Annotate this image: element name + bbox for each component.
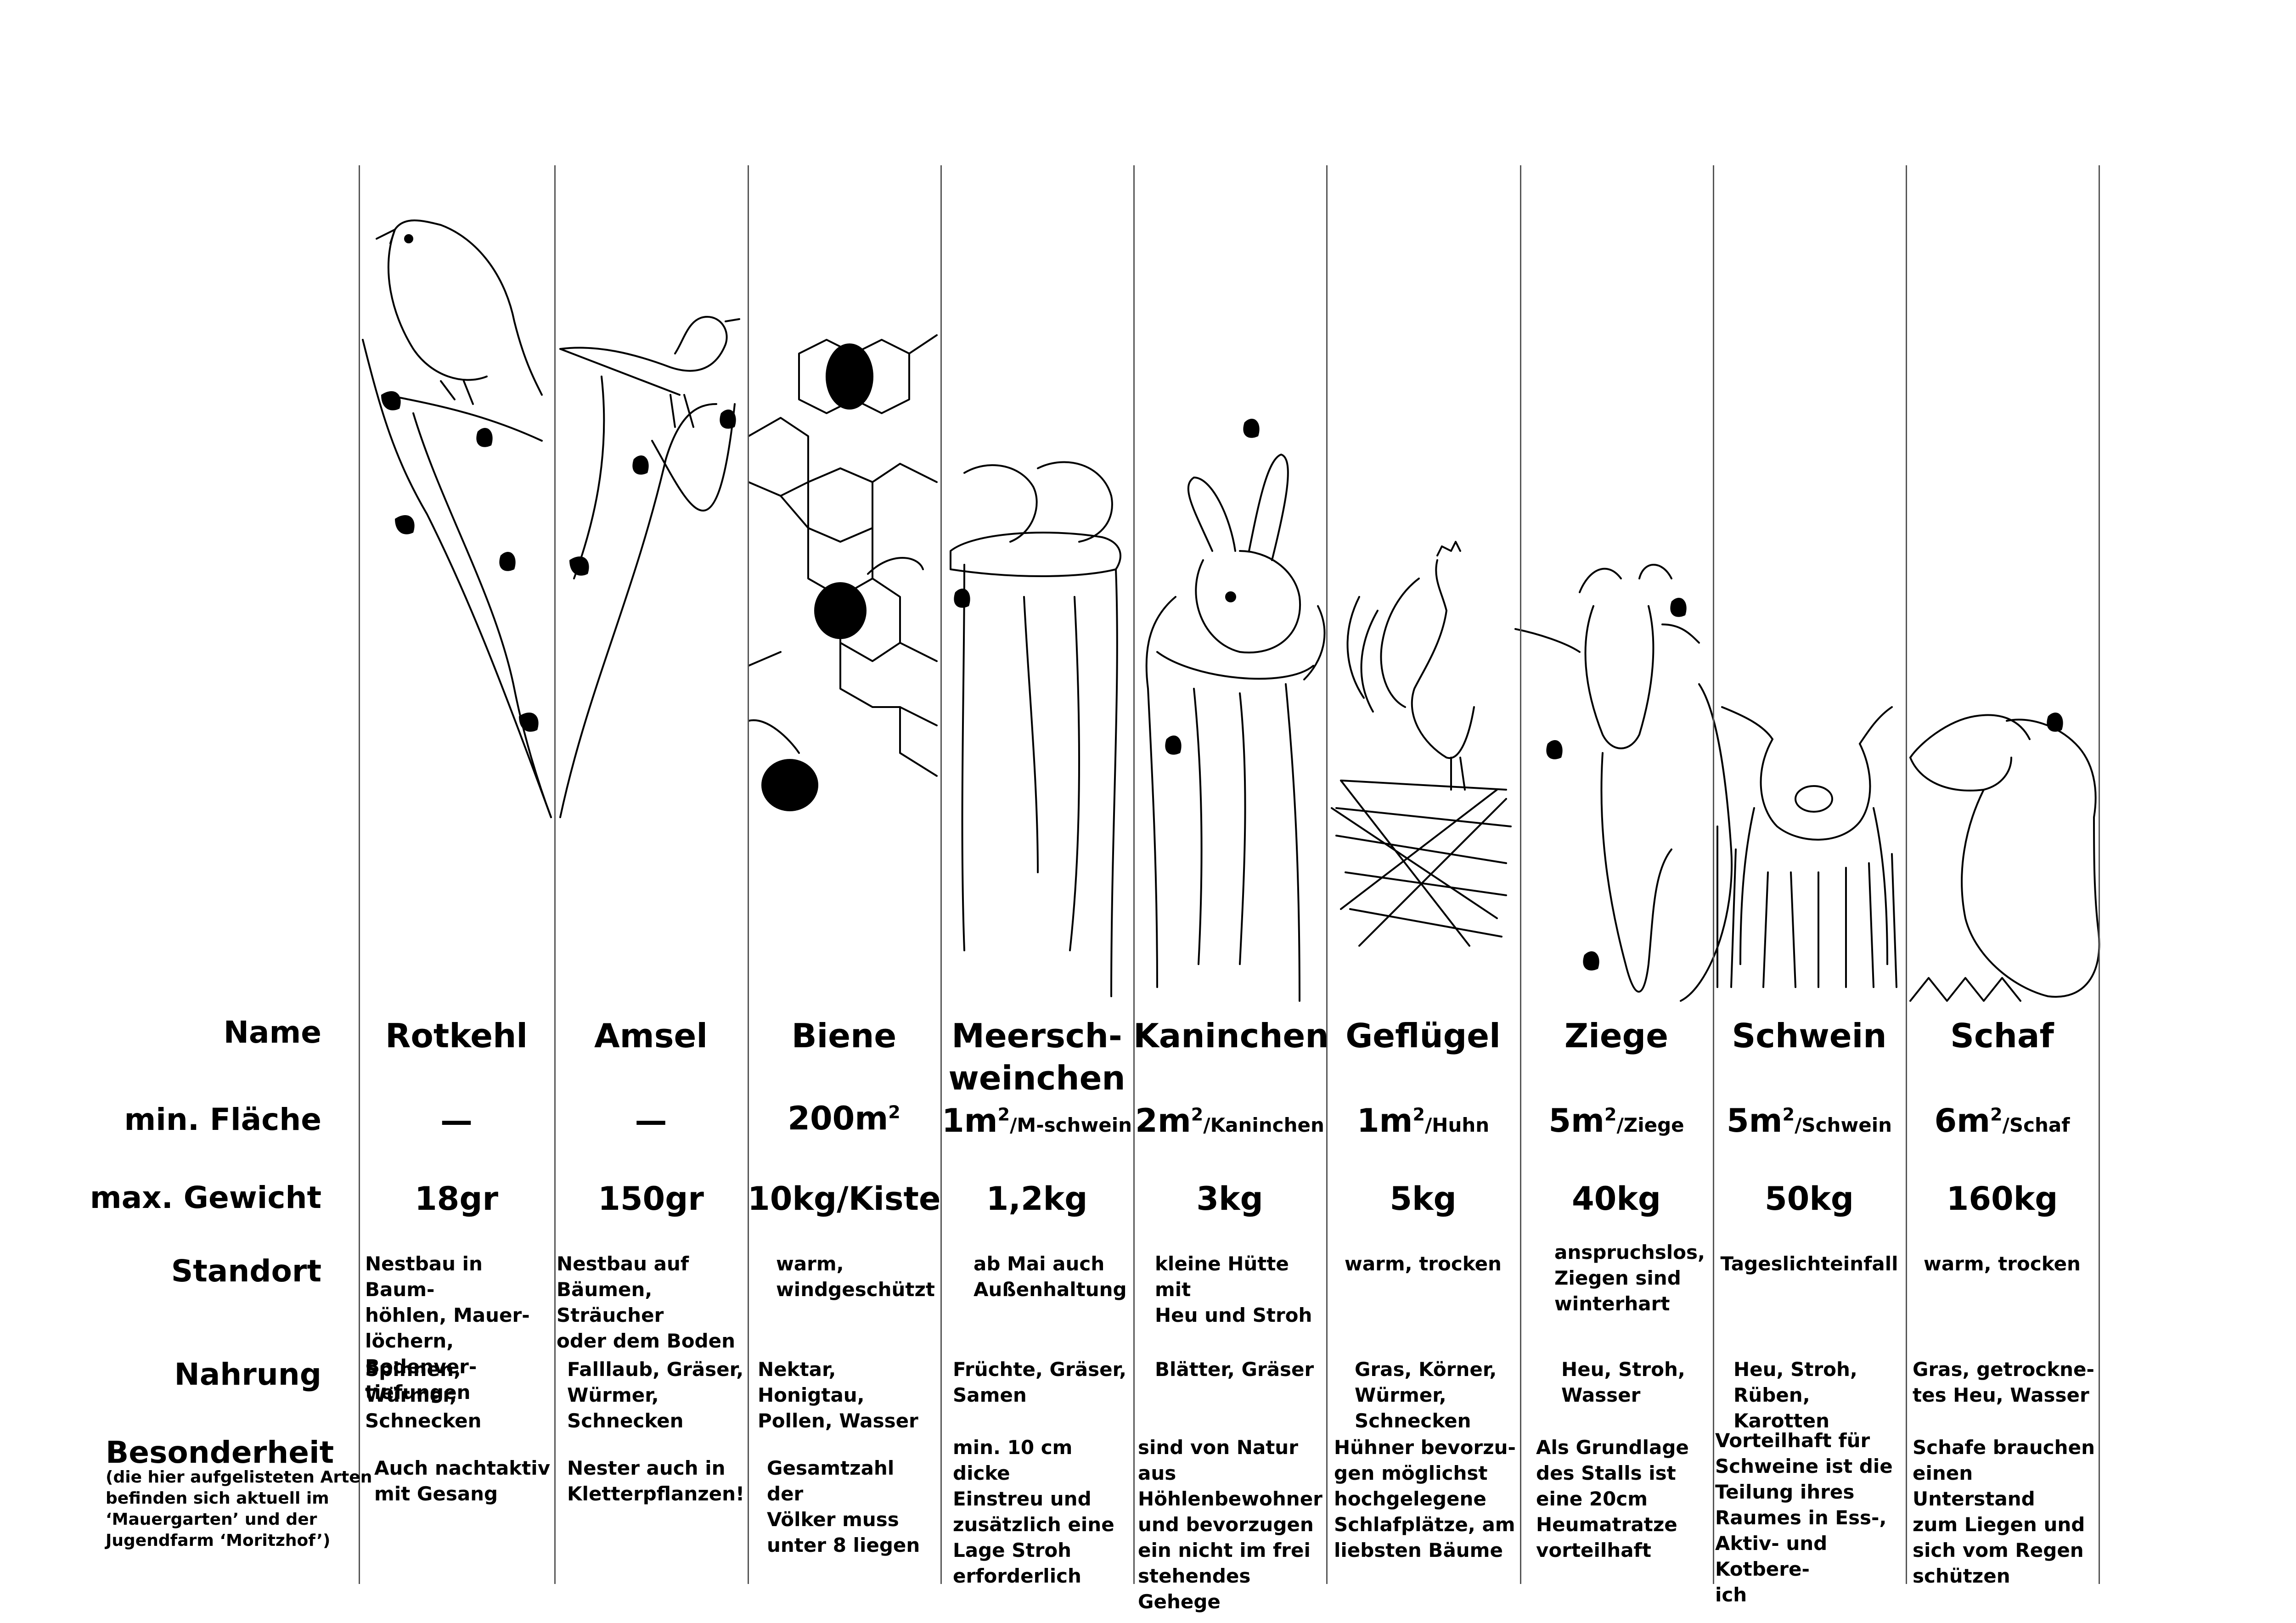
- animal-name: Meersch- weinchen: [948, 1016, 1125, 1097]
- row-label-name: Name: [223, 1015, 321, 1050]
- animal-area: 1m2/Huhn: [1356, 1102, 1490, 1140]
- animal-area: 5m2/Ziege: [1548, 1102, 1684, 1140]
- column-divider: [1133, 165, 1135, 1584]
- animal-weight: 18gr: [414, 1180, 499, 1218]
- animal-name: Ziege: [1564, 1016, 1669, 1055]
- animal-location: Nestbau auf Bäumen, Sträucher oder dem B…: [557, 1252, 735, 1352]
- animal-food: Heu, Stroh, Wasser: [1561, 1358, 1685, 1406]
- animal-food: Gras, Körner, Würmer, Schnecken: [1355, 1358, 1497, 1432]
- animal-area: —: [635, 1102, 667, 1140]
- animal-location: warm, trocken: [1924, 1252, 2081, 1275]
- animal-name: Rotkehl: [385, 1016, 528, 1055]
- bee-icon: [748, 334, 938, 811]
- animal-weight: 40kg: [1571, 1180, 1661, 1218]
- animal-area: 5m2/Schwein: [1726, 1102, 1892, 1140]
- animal-location: warm, windgeschützt: [776, 1252, 935, 1301]
- animal-special: Schafe brauchen einen Unterstand zum Lie…: [1913, 1436, 2095, 1587]
- animal-weight: 1,2kg: [986, 1180, 1088, 1218]
- animal-name: Geflügel: [1345, 1016, 1501, 1055]
- leaf-icons: [381, 391, 2063, 971]
- robin-icon: [362, 219, 552, 818]
- animal-name: Kaninchen: [1133, 1016, 1329, 1055]
- column-divider: [1906, 165, 1907, 1584]
- animal-name: Schaf: [1950, 1016, 2054, 1055]
- animal-weight: 5kg: [1390, 1180, 1457, 1218]
- goat-icon: [1514, 564, 1733, 1002]
- column-divider: [359, 165, 360, 1584]
- animal-location: kleine Hütte mit Heu und Stroh: [1155, 1252, 1312, 1326]
- animal-name: Biene: [791, 1016, 897, 1055]
- animal-special: min. 10 cm dicke Einstreu und zusätzlich…: [953, 1436, 1114, 1587]
- animal-food: Falllaub, Gräser, Würmer, Schnecken: [567, 1358, 744, 1432]
- column-divider: [554, 165, 556, 1584]
- animal-area: 6m2/Schaf: [1934, 1102, 2070, 1140]
- guinea-pig-icon: [950, 461, 1121, 997]
- animal-special: Vorteilhaft für Schweine ist die Teilung…: [1715, 1429, 1893, 1606]
- animal-name: Schwein: [1732, 1016, 1887, 1055]
- row-label-weight: max. Gewicht: [90, 1180, 321, 1215]
- animal-area: 1m2/M-schwein: [941, 1102, 1132, 1140]
- animal-location: anspruchslos, Ziegen sind winterhart: [1554, 1241, 1705, 1315]
- animal-food: Nektar, Honigtau, Pollen, Wasser: [758, 1358, 918, 1432]
- animal-weight: 150gr: [598, 1180, 704, 1218]
- column-divider: [1520, 165, 1521, 1584]
- animal-food: Blätter, Gräser: [1155, 1358, 1314, 1381]
- animal-special: Als Grundlage des Stalls ist eine 20cm H…: [1536, 1436, 1689, 1561]
- column-divider: [2099, 165, 2100, 1584]
- animal-food: Heu, Stroh, Rüben, Karotten: [1733, 1358, 1857, 1432]
- sheep-icon: [1909, 714, 2100, 1002]
- column-divider: [1326, 165, 1328, 1584]
- animal-weight: 3kg: [1196, 1180, 1263, 1218]
- animal-special: sind von Natur aus Höhlenbewohner und be…: [1138, 1436, 1322, 1613]
- animal-food: Spinnen, Würmer, Schnecken: [365, 1358, 482, 1432]
- column-divider: [940, 165, 942, 1584]
- row-label-food: Nahrung: [174, 1357, 321, 1392]
- animal-special: Gesamtzahl der Völker muss unter 8 liege…: [767, 1457, 920, 1556]
- animal-location: Tageslichteinfall: [1720, 1252, 1898, 1275]
- row-label-area: min. Fläche: [124, 1102, 321, 1137]
- animal-location: Nestbau in Baum- höhlen, Mauer- löchern,…: [365, 1252, 530, 1404]
- animal-weight: 50kg: [1764, 1180, 1854, 1218]
- column-divider: [1713, 165, 1714, 1584]
- animal-location: ab Mai auch Außenhaltung: [974, 1252, 1127, 1301]
- animal-weight: 160kg: [1946, 1180, 2058, 1218]
- animal-special: Hühner bevorzu- gen möglichst hochgelege…: [1334, 1436, 1516, 1561]
- animal-area: 2m2/Kaninchen: [1135, 1102, 1324, 1140]
- animal-area: 200m2: [788, 1100, 900, 1137]
- animal-special: Auch nachtaktiv mit Gesang: [374, 1457, 551, 1505]
- rabbit-icon: [1145, 454, 1326, 1002]
- rooster-icon: [1331, 541, 1512, 947]
- column-divider: [748, 165, 749, 1584]
- animal-special: Nester auch in Kletterpflanzen!: [567, 1457, 745, 1505]
- row-label-special-note: (die hier aufgelisteten Arten befinden s…: [106, 1468, 372, 1550]
- animal-location: warm, trocken: [1345, 1252, 1502, 1275]
- row-label-location: Standort: [171, 1253, 321, 1289]
- animal-weight: 10kg/Kiste: [748, 1180, 941, 1218]
- animal-food: Früchte, Gräser, Samen: [953, 1358, 1127, 1406]
- pig-icon: [1716, 706, 1897, 988]
- animal-food: Gras, getrockne- tes Heu, Wasser: [1913, 1358, 2094, 1406]
- animal-area: —: [440, 1102, 473, 1140]
- animal-name: Amsel: [594, 1016, 708, 1055]
- row-label-special: Besonderheit: [106, 1435, 334, 1470]
